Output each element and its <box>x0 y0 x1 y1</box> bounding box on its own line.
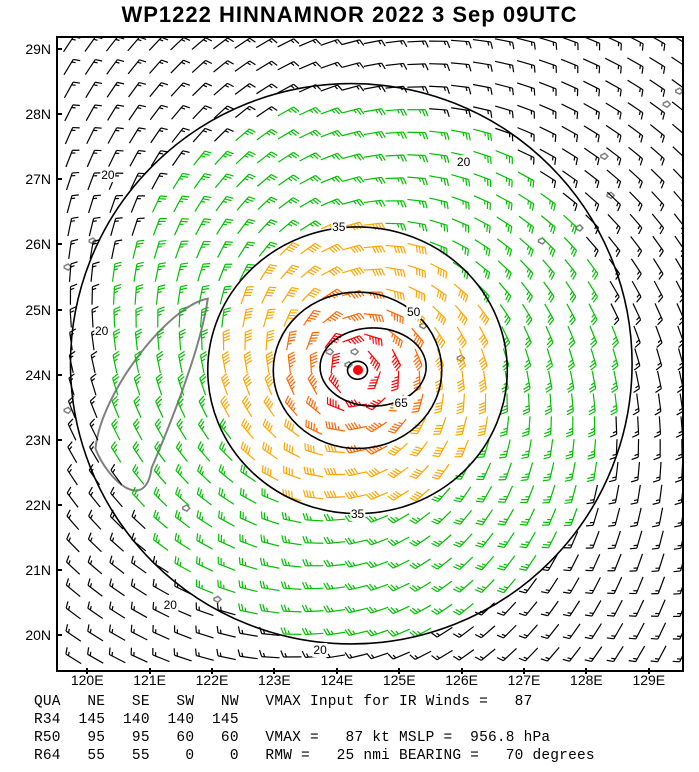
chart-container: WP1222 HINNAMNOR 2022 3 Sep 09UTC 202020… <box>0 0 699 772</box>
contour-label: 20 <box>312 643 327 657</box>
y-tick-label: 29N <box>25 41 51 57</box>
x-tick-label: 121E <box>133 672 166 688</box>
chart-title: WP1222 HINNAMNOR 2022 3 Sep 09UTC <box>0 2 699 28</box>
y-tick-label: 24N <box>25 367 51 383</box>
contour-label: 50 <box>406 305 421 319</box>
footer-line: QUA NE SE SW NW VMAX Input for IR Winds … <box>34 694 532 710</box>
x-tick-label: 127E <box>508 672 541 688</box>
x-tick-label: 122E <box>196 672 229 688</box>
y-tick-label: 22N <box>25 497 51 513</box>
plot-area: 20 20 20 20 20 35 35 50 65 <box>56 36 684 672</box>
y-tick-label: 23N <box>25 432 51 448</box>
footer-line: R50 95 95 60 60 VMAX = 87 kt MSLP = 956.… <box>34 730 550 746</box>
contour-label: 20 <box>100 168 115 182</box>
y-tick-label: 25N <box>25 302 51 318</box>
storm-center-dot <box>353 365 363 375</box>
x-tick-label: 125E <box>383 672 416 688</box>
contour-label: 35 <box>331 220 346 234</box>
footer-line: R34 145 140 140 145 <box>34 712 239 728</box>
x-tick-label: 129E <box>632 672 665 688</box>
x-tick-label: 120E <box>71 672 104 688</box>
y-tick-label: 26N <box>25 236 51 252</box>
x-tick-label: 124E <box>320 672 353 688</box>
y-tick-label: 21N <box>25 562 51 578</box>
contour-label: 20 <box>163 598 178 612</box>
y-tick-label: 20N <box>25 627 51 643</box>
x-tick-label: 126E <box>445 672 478 688</box>
contour-label: 20 <box>94 324 109 338</box>
y-tick-label: 27N <box>25 171 51 187</box>
y-tick-label: 28N <box>25 106 51 122</box>
x-tick-label: 128E <box>570 672 603 688</box>
contour-label: 20 <box>456 155 471 169</box>
contour-label: 35 <box>350 507 365 521</box>
x-tick-label: 123E <box>258 672 291 688</box>
footer-line: R64 55 55 0 0 RMW = 25 nmi BEARING = 70 … <box>34 748 595 764</box>
plot-svg <box>58 38 682 670</box>
contour-label: 65 <box>394 396 409 410</box>
